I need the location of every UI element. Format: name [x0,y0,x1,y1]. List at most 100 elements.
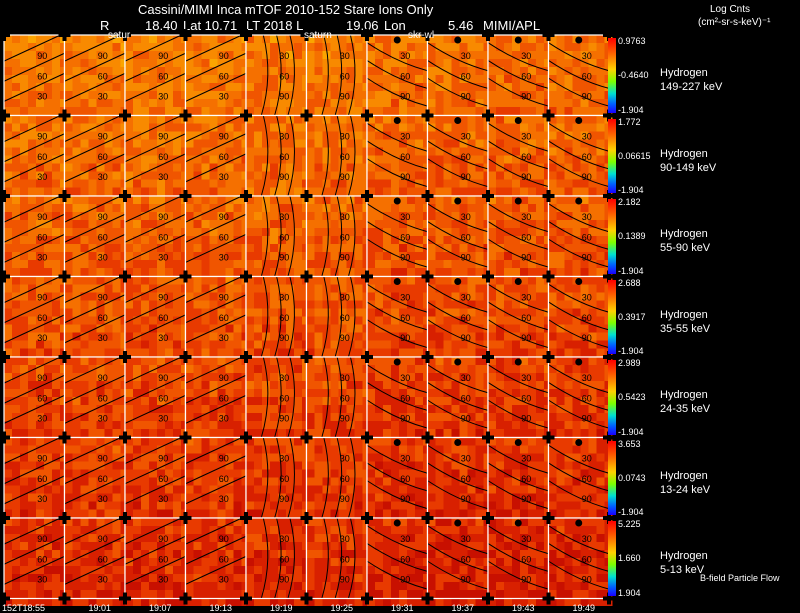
corner-marker [244,110,248,122]
corner-marker [63,351,67,363]
corner-marker [547,110,551,122]
heatmap-panel: 30 60 90 [488,438,552,526]
colorbar-mid: 0.0743 [618,473,646,483]
heatmap-panel: 30 60 90 [549,518,613,606]
heatmap-panel: 90 60 30 [65,33,129,123]
row-species-label: Hydrogen [660,147,708,161]
heatmap-panel: 30 60 90 [307,518,371,606]
corner-marker [2,512,6,524]
time-tick-label: 19:31 [391,603,414,613]
heatmap-panel: 30 60 90 [307,35,371,123]
contour-label: 90 [521,413,531,423]
contour-label: 60 [37,313,47,323]
heatmap-panel: 90 60 30 [4,516,68,606]
contour-label: 90 [279,413,289,423]
corner-marker [486,29,490,41]
corner-marker [2,110,6,122]
contour-label: 30 [37,494,47,504]
contour-label: 60 [219,554,229,564]
contour-label: 90 [340,172,350,182]
time-tick-label: 19:25 [331,603,354,613]
contour-label: 60 [521,313,531,323]
contour-label: 90 [158,293,168,303]
corner-marker [305,271,309,283]
contour-label: 90 [158,212,168,222]
corner-marker [123,190,127,202]
corner-marker [63,271,67,283]
contour-label: 60 [98,313,108,323]
contour-label: 30 [340,373,350,383]
contour-label: 30 [582,373,592,383]
corner-marker [123,110,127,122]
corner-marker [63,512,67,524]
contour-label: 90 [279,91,289,101]
contour-label: 30 [279,454,289,464]
contour-label: 90 [37,132,47,142]
corner-marker [426,432,430,444]
corner-marker [244,432,248,444]
colorbar-min: -1.904 [618,105,644,115]
colorbar-max: 2.989 [618,358,641,368]
heatmap-panel: 90 60 30 [186,194,250,284]
label-satur: satur [108,30,130,41]
row-species-label: Hydrogen [660,388,708,402]
corner-marker [184,432,188,444]
time-tick-label: 19:49 [573,603,596,613]
planet-marker [515,198,522,205]
contour-label: 90 [219,534,229,544]
contour-label: 90 [219,132,229,142]
heatmap-panel: 30 60 90 [428,357,492,445]
contour-label: 30 [158,333,168,343]
colorbar-mid: -0.4640 [618,70,649,80]
colorbar [608,441,616,516]
contour-label: 60 [340,474,350,484]
heatmap-panel: 90 60 30 [65,275,129,365]
heatmap-panel: 30 60 90 [246,196,310,284]
planet-marker [394,359,401,366]
contour-label: 90 [37,212,47,222]
corner-marker [123,432,127,444]
contour-label: 60 [279,152,289,162]
contour-label: 30 [461,212,471,222]
contour-label: 30 [400,293,410,303]
heatmap-panel: 90 60 30 [186,114,250,204]
contour-label: 60 [400,393,410,403]
colorbar-max: 0.9763 [618,36,646,46]
planet-marker [394,439,401,446]
heatmap-panel: 90 60 30 [125,194,189,284]
contour-label: 30 [37,91,47,101]
contour-label: 30 [461,454,471,464]
corner-marker [305,110,309,122]
corner-marker [365,351,369,363]
heatmap-panel: 30 60 90 [488,518,552,606]
contour-label: 90 [37,454,47,464]
contour-label: 30 [219,413,229,423]
colorbar-max: 2.182 [618,197,641,207]
contour-label: 90 [461,172,471,182]
corner-marker [305,432,309,444]
corner-marker [426,271,430,283]
contour-label: 60 [400,474,410,484]
contour-label: 30 [219,91,229,101]
planet-marker [454,520,461,527]
planet-marker [454,278,461,285]
corner-marker [486,271,490,283]
planet-marker [575,117,582,124]
contour-label: 90 [219,51,229,61]
contour-label: 90 [521,574,531,584]
corner-marker [123,512,127,524]
label-saturn: saturn [304,30,332,41]
contour-label: 90 [37,51,47,61]
colorbar-min: 1.904 [618,588,641,598]
contour-label: 60 [461,474,471,484]
contour-label: 60 [37,232,47,242]
corner-marker [365,190,369,202]
corner-marker [244,512,248,524]
heatmap-panel: 30 60 90 [488,196,552,284]
contour-label: 90 [461,574,471,584]
contour-label: 60 [582,474,592,484]
contour-label: 30 [340,132,350,142]
corner-marker [184,271,188,283]
corner-marker [244,593,248,605]
heatmap-panel: 30 60 90 [428,518,492,606]
